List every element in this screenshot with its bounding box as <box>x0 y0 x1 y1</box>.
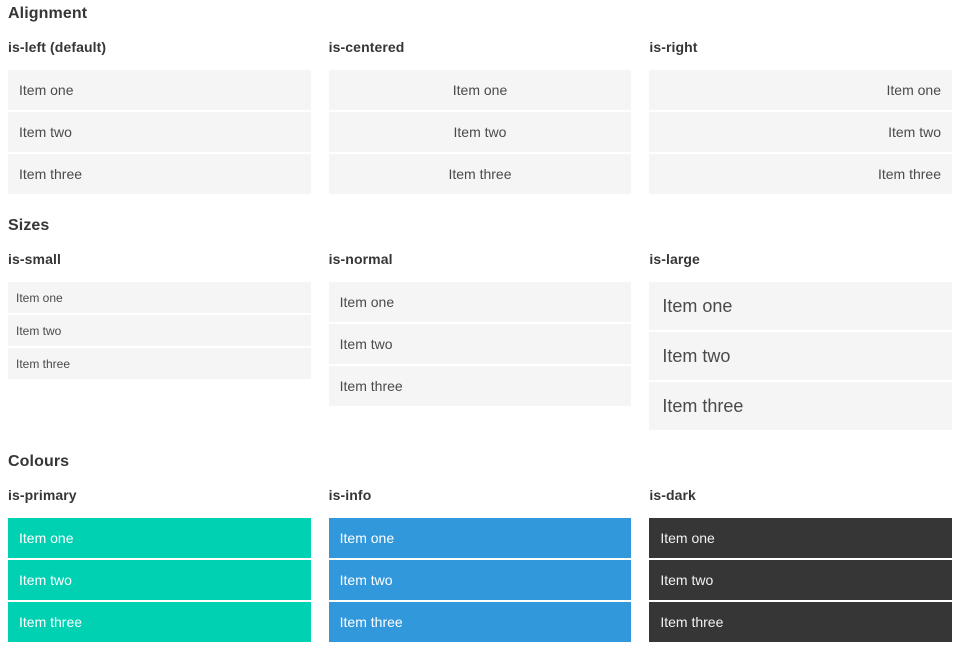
list-item: Item one <box>8 70 311 110</box>
column-heading-is-info: is-info <box>328 487 372 503</box>
column-is-primary: is-primary Item one Item two Item three <box>8 486 311 642</box>
section-title-alignment: Alignment <box>8 5 88 22</box>
list-item: Item three <box>8 154 311 194</box>
column-is-left: is-left (default) Item one Item two Item… <box>8 38 311 194</box>
colours-columns: is-primary Item one Item two Item three … <box>8 486 952 642</box>
list-item: Item two <box>649 332 952 380</box>
list-left-aligned: Item one Item two Item three <box>8 70 311 194</box>
section-colours: Colours is-primary Item one Item two Ite… <box>8 452 952 642</box>
list-item: Item one <box>328 518 632 558</box>
list-small: Item one Item two Item three <box>8 282 311 379</box>
list-normal: Item one Item two Item three <box>328 282 632 406</box>
list-item: Item three <box>649 382 952 430</box>
list-item: Item one <box>328 70 632 110</box>
column-heading-is-right: is-right <box>649 39 698 55</box>
list-item: Item two <box>328 560 632 600</box>
column-is-right: is-right Item one Item two Item three <box>649 38 952 194</box>
list-primary: Item one Item two Item three <box>8 518 311 642</box>
list-item: Item three <box>649 154 952 194</box>
column-is-centered: is-centered Item one Item two Item three <box>328 38 632 194</box>
list-component-demo-page: Alignment is-left (default) Item one Ite… <box>8 4 952 642</box>
list-item: Item two <box>8 112 311 152</box>
list-item: Item three <box>328 154 632 194</box>
list-item: Item one <box>649 70 952 110</box>
column-heading-is-centered: is-centered <box>328 39 405 55</box>
list-item: Item one <box>649 518 952 558</box>
column-is-large: is-large Item one Item two Item three <box>649 250 952 430</box>
list-dark: Item one Item two Item three <box>649 518 952 642</box>
column-heading-is-dark: is-dark <box>649 487 696 503</box>
alignment-columns: is-left (default) Item one Item two Item… <box>8 38 952 194</box>
section-title-colours: Colours <box>8 453 70 470</box>
list-centered: Item one Item two Item three <box>328 70 632 194</box>
column-heading-is-large: is-large <box>649 251 700 267</box>
section-alignment: Alignment is-left (default) Item one Ite… <box>8 4 952 194</box>
sizes-columns: is-small Item one Item two Item three is… <box>8 250 952 430</box>
list-large: Item one Item two Item three <box>649 282 952 430</box>
list-item: Item three <box>8 348 311 379</box>
column-heading-is-small: is-small <box>8 251 61 267</box>
list-item: Item three <box>328 602 632 642</box>
list-item: Item two <box>8 315 311 346</box>
list-item: Item two <box>649 560 952 600</box>
section-sizes: Sizes is-small Item one Item two Item th… <box>8 216 952 430</box>
list-item: Item two <box>649 112 952 152</box>
list-item: Item three <box>8 602 311 642</box>
list-info: Item one Item two Item three <box>328 518 632 642</box>
list-item: Item one <box>328 282 632 322</box>
section-title-sizes: Sizes <box>8 217 50 234</box>
list-item: Item three <box>649 602 952 642</box>
column-is-normal: is-normal Item one Item two Item three <box>328 250 632 406</box>
column-is-dark: is-dark Item one Item two Item three <box>649 486 952 642</box>
list-item: Item one <box>8 282 311 313</box>
column-heading-is-normal: is-normal <box>328 251 393 267</box>
list-item: Item two <box>8 560 311 600</box>
column-heading-is-primary: is-primary <box>8 487 77 503</box>
list-item: Item one <box>649 282 952 330</box>
column-heading-is-left: is-left (default) <box>8 39 107 55</box>
list-item: Item two <box>328 112 632 152</box>
list-item: Item three <box>328 366 632 406</box>
list-item: Item two <box>328 324 632 364</box>
list-item: Item one <box>8 518 311 558</box>
column-is-small: is-small Item one Item two Item three <box>8 250 311 379</box>
column-is-info: is-info Item one Item two Item three <box>328 486 632 642</box>
list-right-aligned: Item one Item two Item three <box>649 70 952 194</box>
